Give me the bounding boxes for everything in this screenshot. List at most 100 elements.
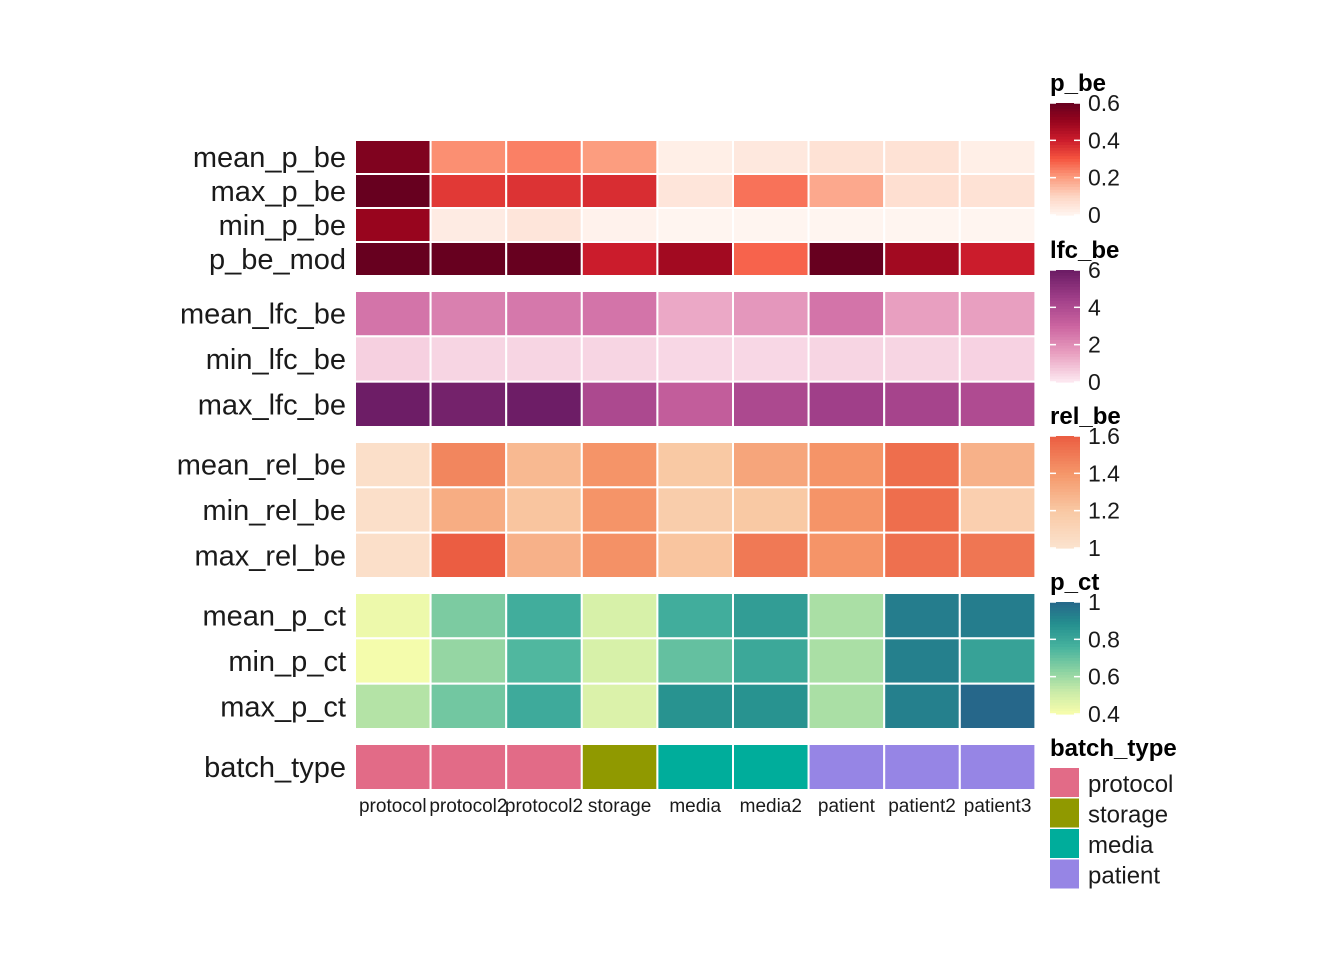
heatmap-cell: [429, 173, 508, 209]
heatmap-cell: [732, 592, 810, 640]
legend-colorbar: [1050, 195, 1080, 199]
legend-colorbar: [1050, 680, 1080, 684]
legend-colorbar: [1050, 108, 1080, 112]
legend-colorbar: [1050, 621, 1080, 625]
row-label-min_lfc_be: min_lfc_be: [206, 344, 346, 376]
legend-colorbar: [1050, 702, 1080, 707]
heatmap-cell: [732, 241, 810, 277]
legend-colorbar: [1050, 317, 1080, 321]
heatmap-cell: [883, 241, 961, 277]
column-label: patient: [818, 796, 876, 817]
heatmap-cell: [580, 173, 659, 209]
legend-colorbar: [1050, 156, 1080, 160]
legend-colorbar: [1050, 517, 1080, 521]
legend-colorbar: [1050, 705, 1080, 709]
legend-colorbar: [1050, 686, 1080, 690]
row-label-min_rel_be: min_rel_be: [203, 495, 346, 527]
legend-colorbar: [1050, 655, 1080, 659]
legend-colorbar: [1050, 189, 1080, 194]
legend-tick-label: 1.4: [1088, 460, 1120, 486]
legend-colorbar: [1050, 694, 1080, 698]
heatmap-cell: [958, 380, 1037, 428]
legend-colorbar: [1050, 630, 1080, 634]
heatmap-cell: [883, 139, 961, 175]
row-label-max_lfc_be: max_lfc_be: [198, 389, 346, 421]
legend-colorbar: [1050, 452, 1080, 457]
legend-colorbar: [1050, 125, 1080, 129]
heatmap-cell: [656, 173, 735, 209]
batch-cell: [429, 743, 508, 791]
legend-colorbar: [1050, 674, 1080, 679]
row-label-mean_p_ct: mean_p_ct: [203, 601, 347, 633]
legend-colorbar: [1050, 441, 1080, 445]
legend-colorbar: [1050, 635, 1080, 639]
heatmap-cell: [429, 682, 508, 731]
heatmap-cell: [354, 335, 432, 383]
legend-colorbar: [1050, 145, 1080, 149]
heatmap-cell: [656, 637, 735, 685]
legend-colorbar: [1050, 354, 1080, 358]
legend-colorbar: [1050, 469, 1080, 473]
legend-colorbar: [1050, 649, 1080, 653]
heatmap-cell: [958, 592, 1037, 640]
column-label: patient2: [888, 796, 956, 817]
legend-title-p_ct: p_ct: [1050, 569, 1099, 596]
heatmap-cell: [958, 486, 1037, 534]
batch-cell: [807, 743, 886, 791]
heatmap-cell: [505, 531, 583, 580]
legend-colorbar: [1050, 666, 1080, 670]
legend-colorbar: [1050, 613, 1080, 617]
legend-colorbar: [1050, 348, 1080, 352]
legend-colorbar: [1050, 272, 1080, 277]
heatmap-cell: [429, 441, 508, 489]
legend-colorbar: [1050, 184, 1080, 188]
column-label: media: [669, 796, 721, 817]
heatmap-cell: [580, 290, 659, 338]
legend-colorbar: [1050, 309, 1080, 313]
legend-colorbar: [1050, 133, 1080, 138]
heatmap-cell: [807, 173, 886, 209]
legend-colorbar: [1050, 534, 1080, 538]
legend-colorbar: [1050, 607, 1080, 611]
heatmap-cell: [958, 290, 1037, 338]
heatmap-cell: [429, 592, 508, 640]
heatmap-cell: [656, 441, 735, 489]
row-label-mean_p_be: mean_p_be: [193, 142, 346, 174]
legend-colorbar: [1050, 370, 1080, 375]
legend-colorbar: [1050, 142, 1080, 146]
heatmap-cell: [354, 173, 432, 209]
legend-colorbar: [1050, 337, 1080, 341]
legend-colorbar: [1050, 111, 1080, 115]
row-label-min_p_be: min_p_be: [219, 210, 346, 242]
legend-colorbar: [1050, 362, 1080, 366]
heatmap-cell: [958, 173, 1037, 209]
row-label-mean_lfc_be: mean_lfc_be: [180, 299, 346, 331]
heatmap-cell: [958, 441, 1037, 489]
legend-colorbar: [1050, 139, 1080, 143]
row-label-mean_rel_be: mean_rel_be: [177, 450, 346, 482]
heatmap-cell: [883, 682, 961, 731]
legend-colorbar: [1050, 461, 1080, 465]
legend-colorbar: [1050, 340, 1080, 344]
legend-label-storage: storage: [1088, 802, 1168, 829]
legend-colorbar: [1050, 627, 1080, 631]
heatmap-cell: [732, 486, 810, 534]
legend-colorbar: [1050, 697, 1080, 701]
legend-colorbar: [1050, 376, 1080, 380]
legend-colorbar: [1050, 511, 1080, 515]
legend-colorbar: [1050, 326, 1080, 330]
legend-colorbar: [1050, 618, 1080, 623]
legend-colorbar: [1050, 131, 1080, 135]
heatmap-cell: [580, 335, 659, 383]
heatmap-cell: [958, 241, 1037, 277]
heatmap-cell: [505, 139, 583, 175]
heatmap-cell: [429, 241, 508, 277]
legend-colorbar: [1050, 711, 1080, 715]
legend-colorbar: [1050, 669, 1080, 673]
heatmap-cell: [580, 241, 659, 277]
legend-tick-label: 0: [1088, 369, 1101, 395]
legend-title-lfc_be: lfc_be: [1050, 237, 1119, 264]
heatmap-cell: [505, 682, 583, 731]
legend-colorbar: [1050, 328, 1080, 333]
heatmap-cell: [505, 173, 583, 209]
